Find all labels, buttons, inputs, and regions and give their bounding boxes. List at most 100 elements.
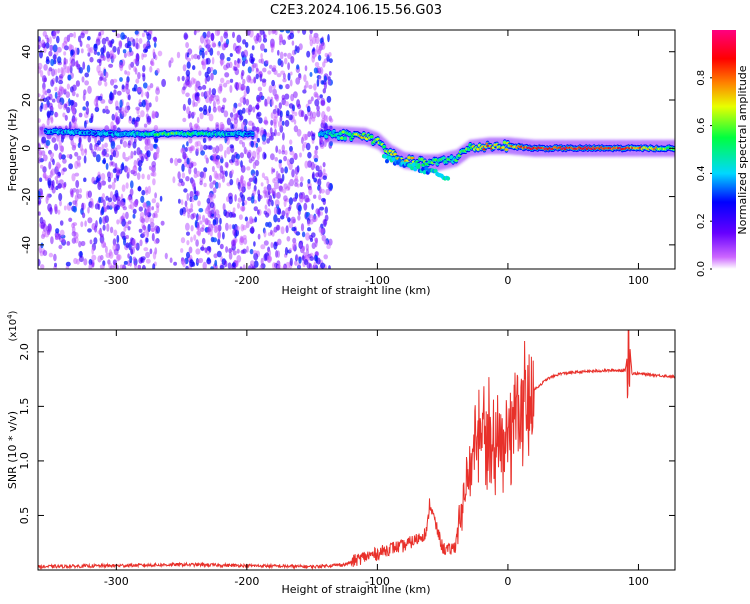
noise-speck <box>152 112 157 117</box>
noise-speck <box>80 32 85 39</box>
noise-speck <box>128 204 132 209</box>
noise-speck <box>107 176 112 183</box>
noise-speck <box>215 145 220 154</box>
noise-speck <box>256 102 260 111</box>
noise-speck <box>247 66 252 74</box>
noise-speck <box>143 82 148 89</box>
noise-speck <box>315 145 319 151</box>
ridge-cell <box>383 154 388 159</box>
noise-speck <box>297 103 302 110</box>
snr-series-line <box>38 330 675 570</box>
noise-speck <box>314 157 318 163</box>
noise-speck <box>178 178 184 183</box>
noise-speck <box>310 130 314 137</box>
noise-speck <box>229 85 233 93</box>
noise-speck <box>84 220 87 227</box>
noise-speck <box>263 240 269 246</box>
noise-speck <box>151 198 156 204</box>
noise-speck <box>296 64 300 70</box>
noise-speck <box>84 148 88 156</box>
ridge-cell <box>424 166 429 171</box>
snr-x-ticks: -300 -200 -100 0 100 <box>104 330 649 588</box>
noise-speck <box>141 173 145 180</box>
noise-speck <box>222 170 226 175</box>
noise-speck <box>97 70 103 76</box>
noise-speck <box>185 92 190 98</box>
noise-speck <box>212 187 217 194</box>
colorbar-tick-label: 0.6 <box>696 118 707 134</box>
noise-speck <box>320 100 326 107</box>
noise-speck <box>197 54 201 60</box>
noise-speck <box>56 35 60 44</box>
noise-speck <box>317 54 322 62</box>
noise-speck <box>104 142 108 148</box>
noise-speck <box>267 198 271 207</box>
noise-speck <box>49 224 52 233</box>
noise-speck <box>68 201 73 206</box>
noise-speck <box>49 44 54 52</box>
noise-speck <box>237 62 241 69</box>
noise-speck <box>186 157 190 165</box>
noise-speck <box>250 226 255 234</box>
noise-speck <box>208 105 212 114</box>
noise-speck <box>105 109 110 115</box>
noise-speck <box>100 173 106 181</box>
spectrogram-frame <box>37 29 676 270</box>
noise-speck <box>311 36 317 45</box>
noise-speck <box>44 231 50 238</box>
noise-speck <box>199 227 205 233</box>
noise-speck <box>128 118 133 124</box>
noise-speck <box>196 259 201 264</box>
noise-speck <box>186 240 190 246</box>
noise-speck <box>198 107 204 112</box>
noise-speck <box>215 172 219 180</box>
noise-speck <box>190 213 195 220</box>
noise-speck <box>257 209 260 215</box>
noise-speck <box>117 46 120 55</box>
noise-speck <box>297 215 301 221</box>
noise-speck <box>106 205 110 210</box>
noise-speck <box>127 253 130 259</box>
noise-speck <box>105 148 109 153</box>
noise-speck <box>220 106 225 114</box>
noise-speck <box>190 225 194 232</box>
noise-speck <box>130 137 133 146</box>
noise-speck <box>68 43 73 52</box>
noise-speck <box>246 245 249 253</box>
noise-speck <box>87 85 92 94</box>
noise-speck <box>74 102 78 108</box>
noise-speck <box>124 105 130 114</box>
noise-speck <box>294 174 298 181</box>
noise-speck <box>320 228 326 233</box>
noise-speck <box>168 60 172 68</box>
noise-speck <box>51 137 57 143</box>
noise-speck <box>248 265 251 269</box>
noise-speck <box>177 76 181 82</box>
noise-speck <box>284 101 289 107</box>
noise-speck <box>67 74 72 81</box>
noise-speck <box>118 40 123 49</box>
noise-speck <box>69 99 74 106</box>
noise-speck <box>182 259 186 268</box>
noise-speck <box>306 220 311 227</box>
noise-speck <box>84 80 89 86</box>
noise-speck <box>152 171 157 177</box>
noise-speck <box>288 114 293 121</box>
noise-speck <box>142 224 147 231</box>
noise-speck <box>252 76 256 84</box>
noise-speck <box>277 238 282 246</box>
noise-speck <box>120 106 125 115</box>
noise-speck <box>130 180 134 189</box>
noise-speck <box>258 117 263 124</box>
noise-speck <box>120 215 124 222</box>
noise-speck <box>134 58 139 63</box>
noise-speck <box>245 41 249 48</box>
noise-speck <box>186 231 190 236</box>
noise-speck <box>225 80 230 85</box>
noise-speck <box>66 106 71 114</box>
noise-speck <box>327 78 331 86</box>
noise-speck <box>115 116 121 125</box>
noise-speck <box>291 49 296 56</box>
x-tick-label: 100 <box>628 274 649 287</box>
noise-speck <box>91 246 95 255</box>
